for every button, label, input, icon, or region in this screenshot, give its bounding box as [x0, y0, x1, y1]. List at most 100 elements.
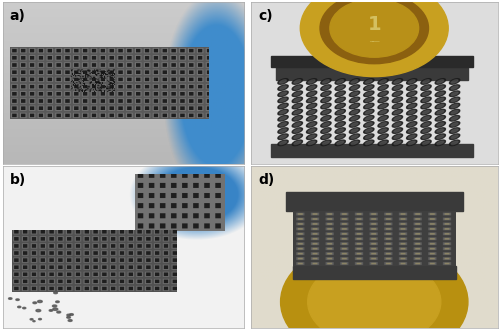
Ellipse shape	[392, 134, 402, 139]
Ellipse shape	[451, 141, 458, 145]
Ellipse shape	[322, 135, 330, 138]
Text: a): a)	[10, 9, 26, 23]
Ellipse shape	[394, 141, 401, 145]
Ellipse shape	[294, 135, 300, 138]
Ellipse shape	[437, 141, 444, 145]
Ellipse shape	[278, 116, 288, 121]
Ellipse shape	[435, 91, 446, 97]
Ellipse shape	[280, 80, 286, 83]
Ellipse shape	[364, 79, 374, 84]
Ellipse shape	[422, 110, 430, 114]
Ellipse shape	[435, 116, 446, 121]
Ellipse shape	[33, 321, 35, 322]
Ellipse shape	[350, 116, 360, 121]
Ellipse shape	[406, 85, 417, 90]
Ellipse shape	[322, 117, 330, 120]
Ellipse shape	[292, 97, 302, 103]
Ellipse shape	[394, 98, 401, 102]
Ellipse shape	[292, 128, 302, 133]
Ellipse shape	[394, 92, 401, 96]
Ellipse shape	[406, 91, 417, 97]
Ellipse shape	[322, 104, 330, 108]
Ellipse shape	[351, 123, 358, 126]
Ellipse shape	[422, 141, 430, 145]
Ellipse shape	[437, 104, 444, 108]
Ellipse shape	[435, 128, 446, 133]
Ellipse shape	[335, 116, 345, 121]
Ellipse shape	[351, 135, 358, 138]
Ellipse shape	[294, 92, 300, 96]
Ellipse shape	[306, 79, 317, 84]
Ellipse shape	[380, 123, 386, 126]
FancyBboxPatch shape	[293, 266, 456, 279]
Ellipse shape	[408, 110, 415, 114]
Ellipse shape	[321, 122, 331, 127]
Ellipse shape	[350, 109, 360, 115]
Ellipse shape	[435, 109, 446, 115]
Ellipse shape	[350, 103, 360, 109]
Ellipse shape	[294, 117, 300, 120]
Ellipse shape	[422, 135, 430, 138]
Ellipse shape	[421, 79, 431, 84]
Ellipse shape	[366, 98, 372, 102]
Ellipse shape	[380, 110, 386, 114]
Ellipse shape	[392, 116, 402, 121]
Ellipse shape	[406, 79, 417, 84]
Ellipse shape	[306, 91, 317, 97]
Ellipse shape	[437, 98, 444, 102]
Ellipse shape	[394, 123, 401, 126]
Ellipse shape	[451, 86, 458, 89]
Ellipse shape	[422, 129, 430, 132]
Ellipse shape	[451, 80, 458, 83]
Ellipse shape	[422, 86, 430, 89]
Ellipse shape	[308, 135, 315, 138]
Ellipse shape	[321, 79, 331, 84]
Ellipse shape	[292, 140, 302, 146]
Text: 1: 1	[368, 16, 381, 34]
Ellipse shape	[406, 122, 417, 127]
Ellipse shape	[308, 123, 315, 126]
Ellipse shape	[278, 85, 288, 90]
Ellipse shape	[437, 135, 444, 138]
Ellipse shape	[408, 86, 415, 89]
Ellipse shape	[408, 92, 415, 96]
Ellipse shape	[408, 98, 415, 102]
Ellipse shape	[68, 319, 72, 321]
Ellipse shape	[364, 116, 374, 121]
Ellipse shape	[278, 134, 288, 139]
Ellipse shape	[421, 103, 431, 109]
Ellipse shape	[408, 135, 415, 138]
Ellipse shape	[280, 129, 286, 132]
Ellipse shape	[16, 299, 19, 301]
Ellipse shape	[351, 129, 358, 132]
Ellipse shape	[394, 135, 401, 138]
Ellipse shape	[18, 306, 21, 308]
Ellipse shape	[435, 122, 446, 127]
Ellipse shape	[322, 86, 330, 89]
Ellipse shape	[294, 80, 300, 83]
Ellipse shape	[335, 134, 345, 139]
Ellipse shape	[294, 86, 300, 89]
Ellipse shape	[366, 110, 372, 114]
Ellipse shape	[36, 309, 40, 312]
Ellipse shape	[378, 116, 388, 121]
Ellipse shape	[422, 98, 430, 102]
Ellipse shape	[70, 314, 73, 315]
Ellipse shape	[278, 109, 288, 115]
Ellipse shape	[450, 134, 460, 139]
Ellipse shape	[350, 134, 360, 139]
Ellipse shape	[364, 140, 374, 146]
Ellipse shape	[337, 104, 344, 108]
Ellipse shape	[294, 98, 300, 102]
Ellipse shape	[451, 129, 458, 132]
Ellipse shape	[306, 103, 317, 109]
Ellipse shape	[364, 134, 374, 139]
Ellipse shape	[278, 91, 288, 97]
Ellipse shape	[294, 110, 300, 114]
Ellipse shape	[337, 141, 344, 145]
Ellipse shape	[366, 129, 372, 132]
Ellipse shape	[66, 316, 70, 318]
Ellipse shape	[350, 79, 360, 84]
Ellipse shape	[280, 141, 286, 145]
Ellipse shape	[406, 97, 417, 103]
